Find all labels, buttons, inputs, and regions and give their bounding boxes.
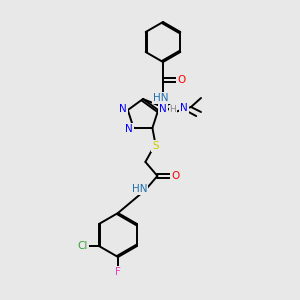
Text: N: N [125, 124, 133, 134]
Text: F: F [115, 267, 121, 277]
Text: O: O [177, 75, 185, 85]
Text: N: N [180, 103, 188, 113]
Text: N: N [159, 104, 167, 114]
Text: N: N [119, 104, 127, 114]
Text: O: O [171, 171, 179, 181]
Text: HN: HN [132, 184, 147, 194]
Text: Cl: Cl [78, 241, 88, 251]
Text: H: H [169, 106, 176, 115]
Text: HN: HN [153, 93, 169, 103]
Text: S: S [152, 141, 159, 151]
